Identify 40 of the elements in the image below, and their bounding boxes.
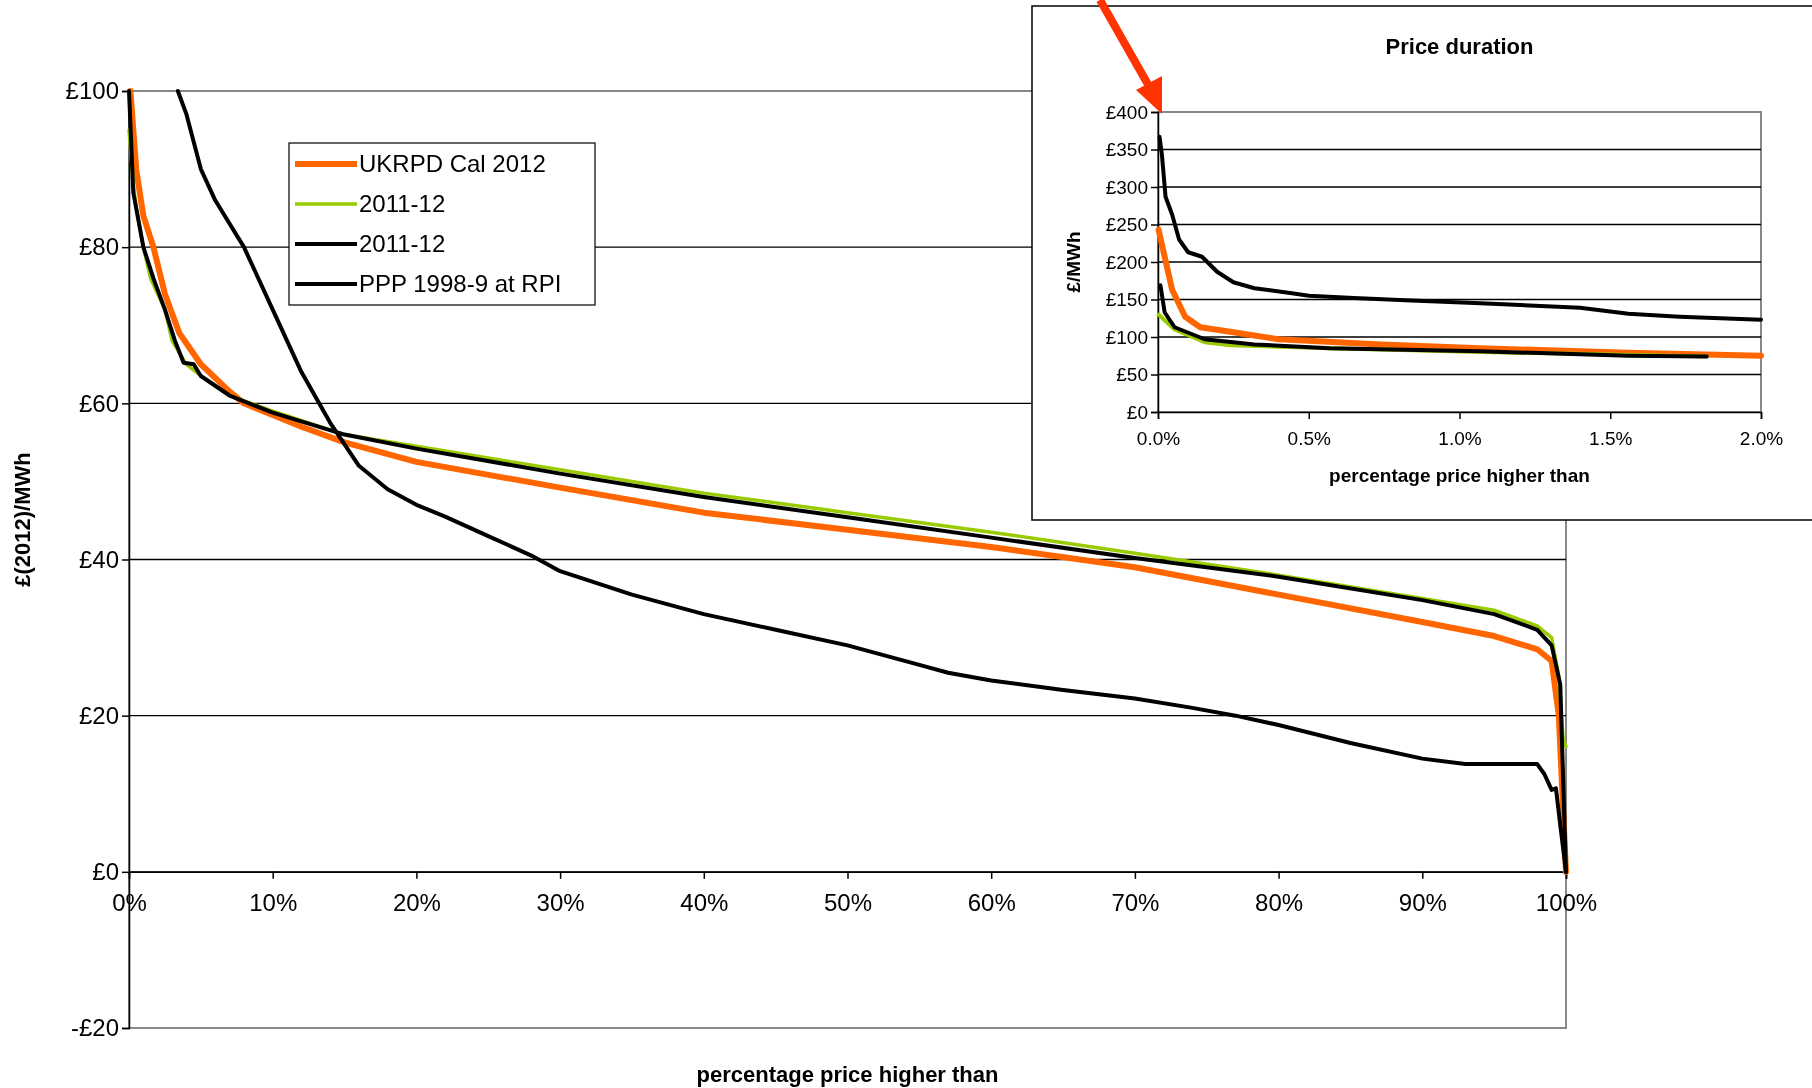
x-tick-label: 0.0% [1136, 427, 1181, 449]
y-tick-label: £250 [1105, 214, 1148, 236]
x-tick-label: 90% [1398, 888, 1447, 916]
y-tick-label: £50 [1116, 364, 1148, 386]
x-axis-title: percentage price higher than [1329, 465, 1590, 486]
x-tick-label: 60% [967, 888, 1016, 916]
y-tick-label: £100 [65, 77, 119, 105]
y-tick-label: £0 [1126, 401, 1148, 423]
x-tick-label: 2.0% [1739, 427, 1784, 449]
x-tick-label: 1.5% [1589, 427, 1633, 449]
x-tick-label: 30% [536, 888, 585, 916]
x-axis-title: percentage price higher than [696, 1062, 999, 1087]
x-tick-label: 80% [1255, 888, 1304, 916]
x-tick-label: 50% [823, 888, 873, 916]
y-tick-label: £300 [1105, 176, 1148, 198]
y-tick-label: £200 [1105, 251, 1148, 273]
y-axis-title: £/MWh [1063, 231, 1084, 293]
y-tick-label: £0 [92, 858, 119, 886]
y-axis-title: £(2012)/MWh [10, 452, 35, 587]
legend-label: 2011-12 [359, 190, 446, 217]
y-tick-label: -£20 [70, 1014, 119, 1042]
y-tick-label: £150 [1105, 289, 1148, 311]
chart-title: Price duration [1385, 34, 1534, 59]
legend-label: UKRPD Cal 2012 [359, 150, 546, 177]
x-tick-label: 1.0% [1438, 427, 1482, 449]
x-tick-label: 40% [680, 888, 729, 916]
x-tick-label: 100% [1535, 888, 1598, 916]
x-tick-label: 10% [249, 888, 298, 916]
y-tick-label: £400 [1105, 101, 1148, 123]
legend-label: 2011-12 [359, 230, 446, 257]
x-tick-label: 20% [392, 888, 441, 916]
y-tick-label: £20 [78, 701, 119, 729]
legend-label: PPP 1998-9 at RPI [359, 270, 562, 297]
y-tick-label: £40 [78, 545, 119, 573]
y-tick-label: £60 [78, 389, 119, 417]
y-tick-label: £80 [78, 233, 119, 261]
y-tick-label: £100 [1105, 326, 1148, 348]
x-tick-label: 0.5% [1287, 427, 1332, 449]
x-tick-label: 70% [1111, 888, 1160, 916]
y-tick-label: £350 [1105, 139, 1148, 161]
